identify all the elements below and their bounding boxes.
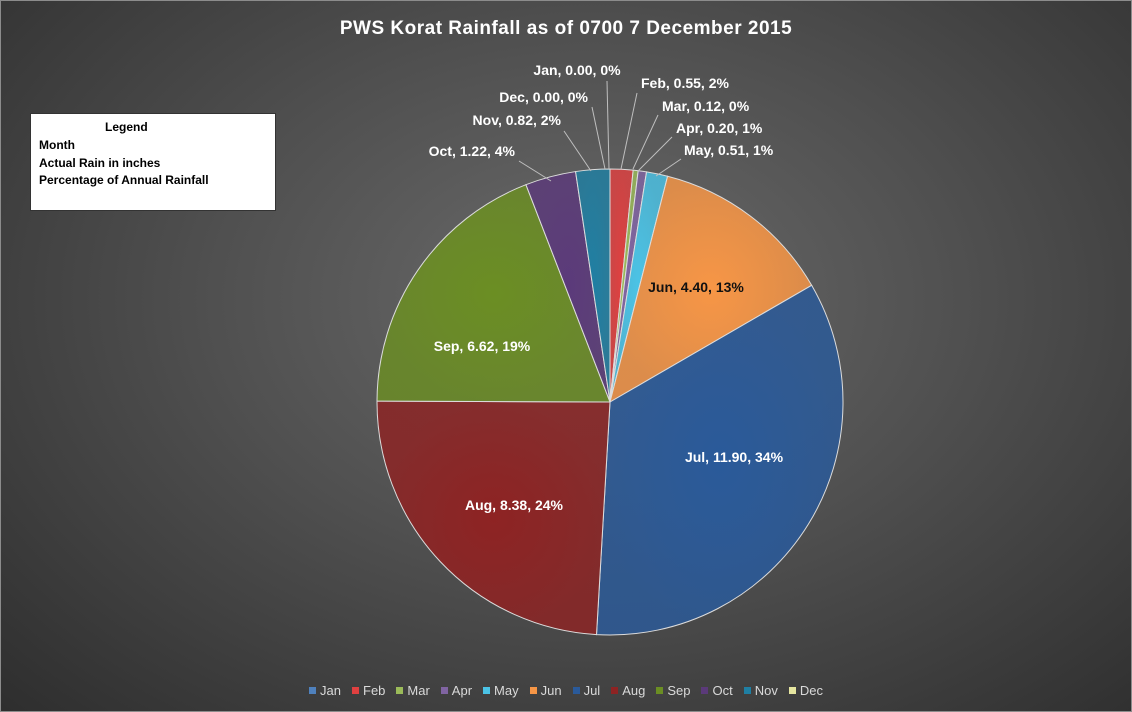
legend-label-jun: Jun — [540, 683, 562, 698]
legend-label-jan: Jan — [320, 683, 341, 698]
legend-swatch-feb — [352, 687, 359, 694]
leader-line-oct — [518, 160, 552, 182]
legend-swatch-nov — [743, 687, 751, 694]
legend-swatch-may — [483, 687, 491, 694]
pie-slice-jun — [609, 175, 813, 404]
data-label-mar: Mar, 0.12, 0% — [662, 98, 750, 114]
legend-label-oct: Oct — [712, 683, 733, 698]
legend-swatch-jul — [572, 687, 580, 694]
legend-item-sep: Sep — [656, 683, 690, 698]
legend-swatch-oct — [701, 687, 709, 694]
legend-box-line-month: Month — [39, 138, 75, 152]
data-label-jun: Jun, 4.40, 13% — [648, 279, 744, 295]
legend-label-aug: Aug — [622, 683, 646, 698]
leader-line-jan — [606, 80, 610, 170]
chart-title: PWS Korat Rainfall as of 0700 7 December… — [339, 18, 793, 39]
leader-line-nov — [563, 130, 592, 172]
legend-box: Legend Month Actual Rain in inches Perce… — [30, 113, 276, 211]
data-label-apr: Apr, 0.20, 1% — [676, 120, 763, 136]
legend-item-aug: Aug — [611, 683, 645, 698]
data-label-jan: Jan, 0.00, 0% — [533, 62, 621, 78]
legend-item-apr: Apr — [440, 683, 473, 698]
legend-item-jan: Jan — [309, 683, 341, 698]
legend-swatch-mar — [396, 687, 404, 694]
legend-label-feb: Feb — [363, 683, 386, 698]
data-label-jul: Jul, 11.90, 34% — [685, 449, 784, 465]
leader-line-mar — [632, 114, 659, 170]
leader-line-dec — [591, 106, 606, 170]
legend-label-nov: Nov — [754, 683, 778, 698]
legend-item-dec: Dec — [788, 683, 823, 698]
legend-box-line-rain: Actual Rain in inches — [39, 156, 161, 170]
pie-slice-nov — [574, 168, 611, 403]
legend-swatch-aug — [611, 687, 619, 694]
legend-item-mar: Mar — [396, 683, 430, 698]
legend-item-jun: Jun — [529, 683, 562, 698]
legend-label-dec: Dec — [799, 683, 823, 698]
leader-line-apr — [637, 136, 673, 172]
legend-label-jul: Jul — [583, 683, 601, 698]
data-label-sep: Sep, 6.62, 19% — [434, 338, 531, 354]
legend-item-jul: Jul — [572, 683, 601, 698]
legend-swatch-jan — [309, 687, 317, 694]
legend-item-oct: Oct — [701, 683, 733, 698]
leader-line-feb — [620, 92, 638, 170]
legend-item-nov: Nov — [743, 683, 778, 698]
legend-box-title: Legend — [105, 120, 148, 134]
data-label-may: May, 0.51, 1% — [684, 142, 774, 158]
legend-swatch-jun — [529, 687, 537, 694]
data-label-nov: Nov, 0.82, 2% — [473, 112, 562, 128]
legend-swatch-apr — [440, 687, 448, 694]
legend-item-feb: Feb — [352, 683, 385, 698]
legend-item-may: May — [483, 683, 519, 698]
data-label-aug: Aug, 8.38, 24% — [465, 497, 564, 513]
legend-swatch-sep — [656, 687, 664, 694]
legend-label-sep: Sep — [667, 683, 691, 698]
data-label-dec: Dec, 0.00, 0% — [499, 89, 588, 105]
legend-label-mar: Mar — [407, 683, 430, 698]
pie-slice-aug — [376, 400, 611, 636]
pie-slice-sep — [376, 184, 611, 403]
data-label-oct: Oct, 1.22, 4% — [429, 143, 516, 159]
legend-swatch-dec — [788, 687, 796, 694]
leader-line-may — [655, 158, 682, 177]
pie-slice-jul — [595, 284, 844, 636]
series-legend: Jan Feb Mar Apr May Jun Jul Aug Sep Oct Nov Dec — [1, 683, 1131, 698]
legend-label-may: May — [494, 683, 519, 698]
legend-label-apr: Apr — [451, 683, 473, 698]
legend-box-line-percentage: Percentage of Annual Rainfall — [39, 173, 209, 187]
data-label-feb: Feb, 0.55, 2% — [641, 75, 729, 91]
